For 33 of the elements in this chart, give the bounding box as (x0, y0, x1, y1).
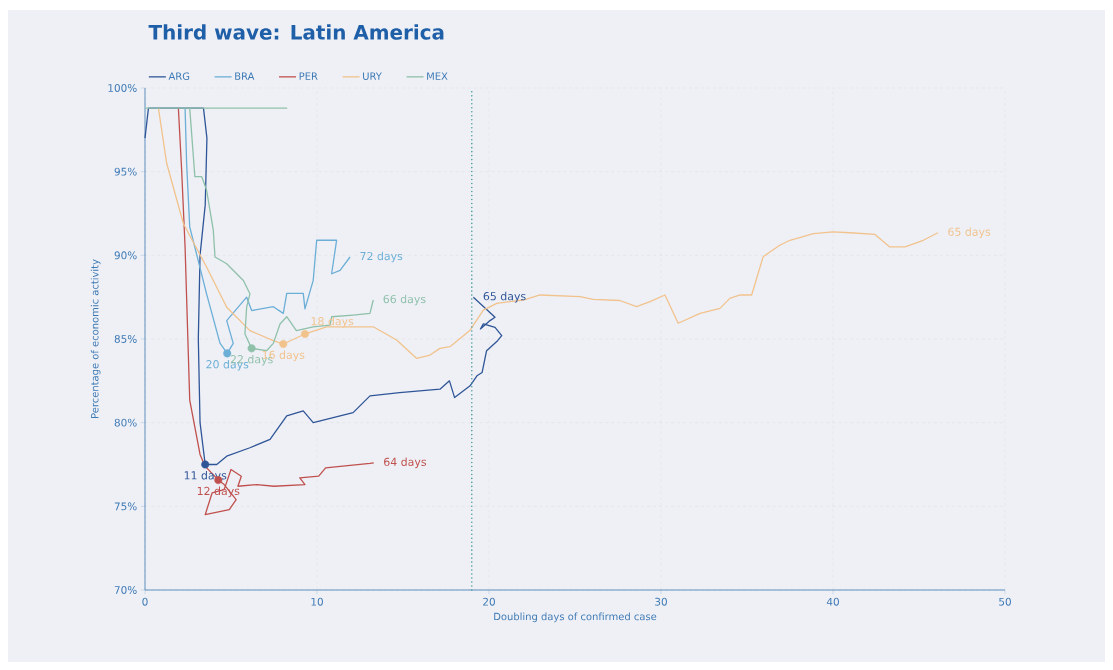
y-tick-label: 95% (114, 167, 137, 176)
annotation: 66 days (383, 294, 426, 306)
legend-label: MEX (427, 72, 448, 80)
point (279, 340, 288, 348)
y-tick-label: 70% (114, 586, 137, 594)
y-tick-label: 100% (108, 84, 137, 92)
annotation: 64 days (384, 457, 427, 469)
legend-label: PER (299, 72, 318, 80)
chart-title: Third wave: Latin America (148, 24, 444, 40)
x-tick-label: 40 (826, 597, 839, 606)
point (247, 344, 256, 353)
point (223, 349, 232, 358)
annotation: 65 days (948, 227, 991, 239)
y-tick-label: 75% (114, 502, 137, 511)
legend-label: BRA (235, 72, 255, 80)
x-tick-label: 30 (655, 597, 667, 606)
y-tick-label: 85% (114, 335, 137, 343)
annotation: 65 days (483, 291, 526, 303)
y-tick-label: 80% (114, 418, 137, 427)
y-axis-title: Percentage of economic activity (90, 259, 101, 418)
point (300, 329, 309, 338)
annotation: 72 days (360, 251, 403, 263)
line-series (177, 107, 375, 516)
x-tick-label: 50 (999, 597, 1011, 606)
y-tick-label: 90% (114, 251, 137, 260)
x-tick-label: 20 (483, 597, 495, 606)
point (201, 460, 210, 469)
legend-label: URY (363, 72, 382, 80)
x-tick-label: 10 (311, 597, 323, 606)
line-series (144, 107, 374, 352)
legend-label: ARG (168, 72, 190, 80)
x-tick-label: 0 (142, 597, 148, 606)
x-axis-title: Doubling days of confirmed case (494, 612, 657, 623)
